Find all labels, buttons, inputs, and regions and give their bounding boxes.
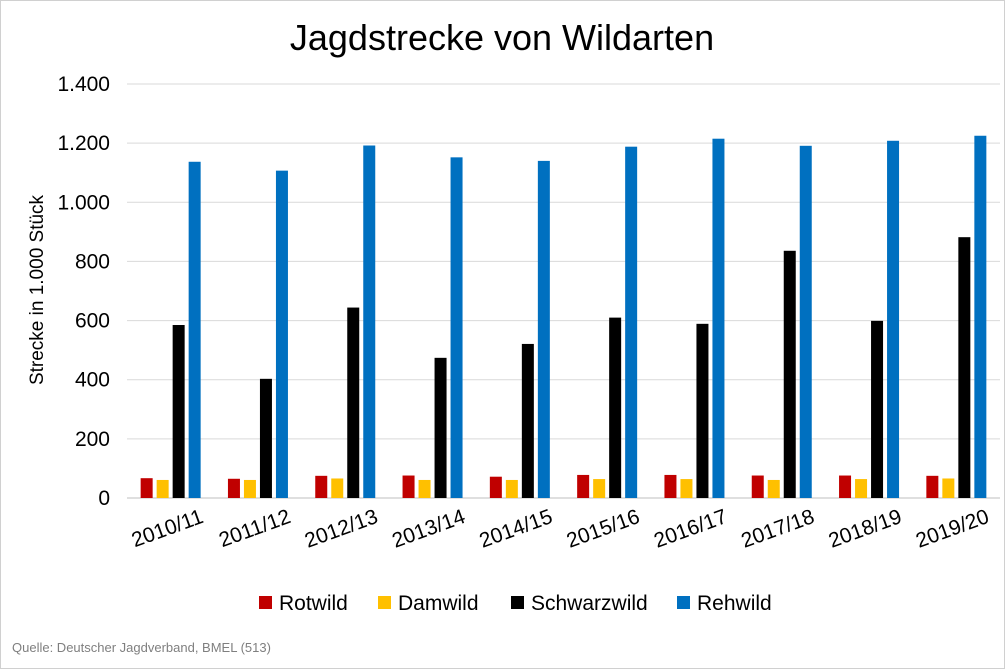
bar-rotwild: [577, 474, 590, 498]
bar-rotwild: [926, 475, 939, 498]
bar-damwild: [593, 479, 606, 498]
x-tick-label: 2011/12: [216, 505, 294, 552]
y-tick-label: 0: [98, 487, 110, 510]
bar-rotwild: [664, 474, 677, 498]
bar-damwild: [418, 479, 431, 498]
bar-rehwild: [275, 170, 288, 498]
bar-rehwild: [712, 138, 725, 498]
y-tick-label: 1.200: [57, 132, 110, 155]
y-tick-label: 800: [75, 250, 110, 273]
legend: Rotwild Damwild Schwarzwild Rehwild: [259, 592, 772, 615]
x-axis-ticks: 2010/11 2011/12 2012/13 2013/14 2014/15 2015/…: [129, 505, 992, 553]
bar-rotwild: [140, 478, 153, 498]
bar-rehwild: [625, 146, 638, 499]
x-tick-label: 2015/16: [564, 505, 643, 553]
bar-damwild: [156, 479, 169, 498]
legend-swatch-damwild: [378, 596, 391, 609]
bar-rehwild: [363, 145, 376, 498]
bar-damwild: [855, 479, 868, 498]
bar-damwild: [767, 479, 780, 498]
bar-rehwild: [450, 157, 463, 498]
legend-label-rotwild: Rotwild: [279, 592, 348, 615]
y-tick-label: 1.000: [57, 191, 110, 214]
bar-rotwild: [839, 475, 852, 498]
x-tick-label: 2018/19: [826, 505, 905, 553]
x-tick-label: 2013/14: [389, 505, 468, 553]
bar-schwarzwild: [958, 237, 971, 498]
x-tick-label: 2010/11: [129, 505, 207, 552]
bar-rehwild: [799, 145, 812, 498]
bar-rotwild: [489, 476, 502, 498]
bar-schwarzwild: [521, 343, 534, 498]
bar-rehwild: [188, 161, 201, 498]
bar-damwild: [942, 478, 955, 498]
bar-schwarzwild: [696, 323, 709, 498]
chart-title: Jagdstrecke von Wildarten: [290, 17, 714, 58]
bar-schwarzwild: [172, 325, 185, 498]
x-tick-label: 2016/17: [651, 505, 730, 553]
bar-schwarzwild: [347, 307, 360, 498]
y-axis-label: Strecke in 1.000 Stück: [27, 194, 48, 385]
x-tick-label: 2017/18: [738, 505, 817, 553]
bar-rotwild: [315, 475, 328, 498]
bar-damwild: [243, 479, 256, 498]
bar-damwild: [331, 478, 344, 498]
y-tick-label: 200: [75, 428, 110, 451]
legend-label-rehwild: Rehwild: [697, 592, 772, 615]
legend-swatch-rotwild: [259, 596, 272, 609]
legend-swatch-rehwild: [677, 596, 690, 609]
legend-label-damwild: Damwild: [398, 592, 479, 615]
x-tick-label: 2019/20: [913, 505, 992, 553]
bar-schwarzwild: [871, 320, 884, 498]
bar-rotwild: [227, 478, 240, 498]
legend-label-schwarzwild: Schwarzwild: [531, 592, 648, 615]
y-tick-label: 1.400: [57, 73, 110, 96]
y-tick-label: 400: [75, 369, 110, 392]
y-axis-ticks: 0 200 400 600 800 1.000 1.200 1.400: [57, 73, 110, 510]
bar-rotwild: [751, 475, 764, 498]
bar-rotwild: [402, 475, 415, 498]
x-tick-label: 2014/15: [476, 505, 555, 553]
bar-schwarzwild: [434, 357, 447, 498]
bar-damwild: [680, 479, 693, 498]
legend-swatch-schwarzwild: [511, 596, 524, 609]
bar-damwild: [505, 479, 518, 498]
gridlines: [127, 83, 1000, 499]
y-tick-label: 600: [75, 310, 110, 333]
bar-schwarzwild: [609, 317, 622, 498]
bar-schwarzwild: [259, 378, 272, 498]
bar-rehwild: [887, 140, 900, 498]
bar-rehwild: [537, 160, 550, 498]
bar-schwarzwild: [783, 250, 796, 498]
x-tick-label: 2012/13: [302, 505, 381, 553]
bar-rehwild: [974, 135, 987, 498]
source-note: Quelle: Deutscher Jagdverband, BMEL (513…: [12, 640, 271, 655]
bars: [140, 135, 987, 499]
